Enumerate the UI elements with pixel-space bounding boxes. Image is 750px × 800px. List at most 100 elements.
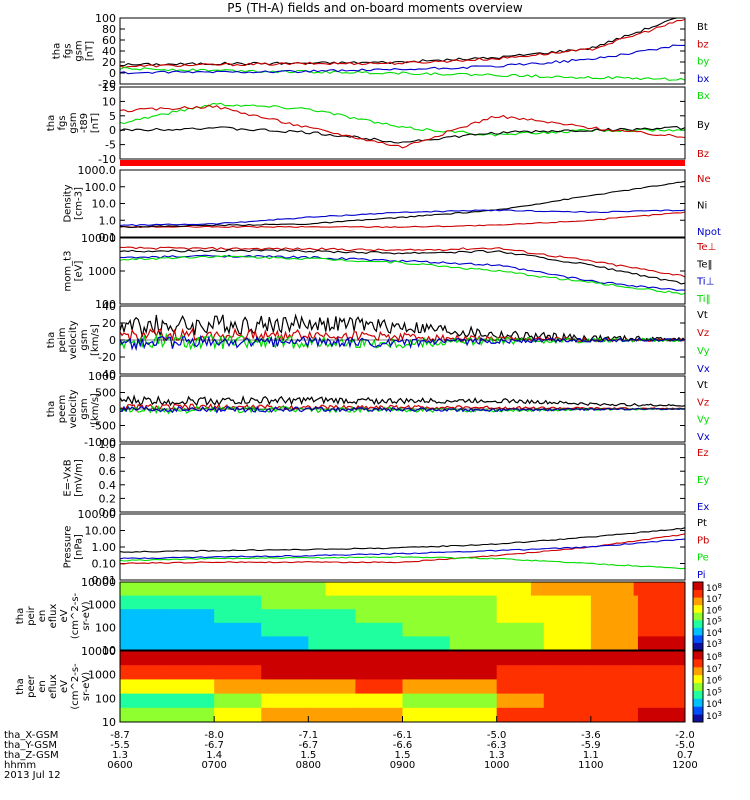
- ylabel-line: [nPa]: [74, 534, 85, 560]
- colorbar-segment: [693, 674, 703, 684]
- legend-label: Ni: [697, 201, 707, 212]
- legend-label: bx: [697, 74, 709, 85]
- colorbar-segment: [693, 690, 703, 699]
- heatmap-cell: [355, 636, 403, 651]
- ylabel-line: Pressure: [63, 526, 74, 569]
- heatmap-cell: [496, 651, 545, 666]
- ephemeris-value: -8.7: [110, 730, 130, 741]
- heatmap-cell: [120, 582, 172, 597]
- legend-label: Pi: [697, 570, 706, 581]
- ephemeris-value: -5.0: [675, 740, 695, 751]
- series-line-Te‖: [119, 249, 686, 285]
- ytick-label: 1000: [88, 669, 116, 682]
- heatmap-cell: [214, 707, 262, 723]
- colorbar-exponent: 6: [717, 604, 722, 612]
- legend-label: Pe: [697, 553, 709, 564]
- heatmap-cell: [637, 665, 686, 680]
- panel-4: mom_t3 [eV] 10000 1000 100 Te⊥ Te‖ Ti⊥ Ti‖: [63, 232, 717, 311]
- colorbar-segment: [693, 658, 703, 668]
- colorbar-label: 106: [706, 604, 722, 616]
- heatmap-cell: [274, 582, 326, 597]
- heatmap-cell: [355, 609, 403, 624]
- panel-8-ylabel: Pressure [nPa]: [63, 526, 85, 569]
- legend-label: Npot: [697, 227, 721, 238]
- heatmap-cell: [496, 693, 545, 709]
- legend-label: Vt: [697, 310, 708, 321]
- series-line-By: [119, 126, 686, 144]
- ephemeris-value: -8.0: [204, 730, 224, 741]
- ylabel-line: tha: [15, 608, 26, 624]
- heatmap-cell: [449, 609, 498, 624]
- ylabel-line: tha: [52, 43, 63, 59]
- colorbar-segment: [693, 682, 703, 691]
- colorbar-label: 108: [706, 582, 722, 594]
- panel-8: Pressure [nPa] 100.00 10.00 1.00 0.10 0.01 Pt Pb…: [63, 508, 710, 587]
- legend-label: Bz: [697, 149, 709, 160]
- ytick-label: 10: [102, 644, 116, 657]
- colorbar-exponent: 7: [717, 663, 721, 671]
- heatmap-cell: [402, 595, 451, 610]
- panel-3-ylabel: Density [cm-3]: [63, 184, 85, 222]
- ephemeris-value: -7.1: [299, 730, 319, 741]
- colorbar-exponent: 5: [717, 616, 721, 624]
- panel-frame: [119, 86, 686, 160]
- colorbar-exponent: 8: [717, 582, 721, 590]
- colorbar-label: 107: [706, 663, 722, 675]
- ylabel-line: eV: [59, 609, 70, 622]
- series-line-Ne: [119, 211, 686, 229]
- series-line-Bt: [119, 17, 685, 67]
- ytick-label: -20: [98, 78, 116, 91]
- colorbar-segment: [693, 627, 703, 636]
- heatmap-cell: [590, 636, 639, 651]
- legend-label: Ne: [697, 174, 711, 185]
- panel-frame: [119, 17, 686, 85]
- ephemeris-value: 1.5: [395, 750, 411, 761]
- heatmap-cell: [261, 693, 309, 709]
- heatmap-cell: [167, 651, 215, 666]
- ytick-label: -5: [105, 139, 116, 152]
- heatmap-cell: [120, 693, 168, 709]
- colorbar-exponent: 3: [717, 638, 721, 646]
- ylabel-line: E=-VxB: [63, 459, 74, 496]
- ytick-label: 80: [102, 23, 116, 36]
- ephemeris-value: -6.7: [299, 740, 319, 751]
- colorbar-label: 105: [706, 616, 722, 628]
- date-label: 2013 Jul 12: [4, 770, 61, 781]
- colorbar-segment: [693, 582, 703, 591]
- ytick-label: 10: [102, 95, 116, 108]
- legend-label: Vy: [697, 346, 710, 357]
- heatmap-cell: [402, 693, 451, 709]
- ytick-label: -1000: [84, 436, 116, 449]
- ylabel-line: tha: [46, 115, 57, 131]
- heatmap-cell: [376, 582, 429, 597]
- heatmap-cell: [590, 595, 639, 610]
- ytick-label: 0.4: [99, 479, 117, 492]
- colorbar-label: 105: [706, 686, 722, 698]
- ytick-label: 500: [95, 387, 116, 400]
- ytick-label: 5: [109, 110, 116, 123]
- ylabel-line: peem: [57, 395, 68, 423]
- ylabel-line: gsm: [74, 40, 85, 61]
- panel-4-ylabel: mom_t3 [eV]: [63, 251, 85, 292]
- panel-frame: [119, 305, 686, 375]
- ytick-label: 100: [95, 621, 116, 634]
- colorbar-exponent: 4: [717, 627, 722, 635]
- panel-frame: [119, 237, 686, 305]
- heatmap-cell: [167, 665, 215, 680]
- ytick-label: 10.00: [85, 525, 117, 538]
- heatmap-cell: [167, 707, 215, 723]
- legend-label: Ey: [697, 475, 709, 486]
- heatmap-cell: [167, 636, 215, 651]
- panel-frame: [119, 581, 686, 651]
- ylabel-line: eV: [59, 680, 70, 693]
- series-line-Vt: [119, 394, 686, 407]
- colorbar-frame: [692, 650, 704, 723]
- series-line-Bz: [119, 104, 686, 149]
- ephemeris-value: -3.6: [581, 730, 601, 741]
- legend-label: Vx: [697, 364, 710, 375]
- legend-label: Te⊥: [696, 242, 716, 253]
- heatmap-cell: [449, 651, 498, 666]
- heatmap-cell: [637, 679, 686, 695]
- heatmap-cell: [222, 582, 275, 597]
